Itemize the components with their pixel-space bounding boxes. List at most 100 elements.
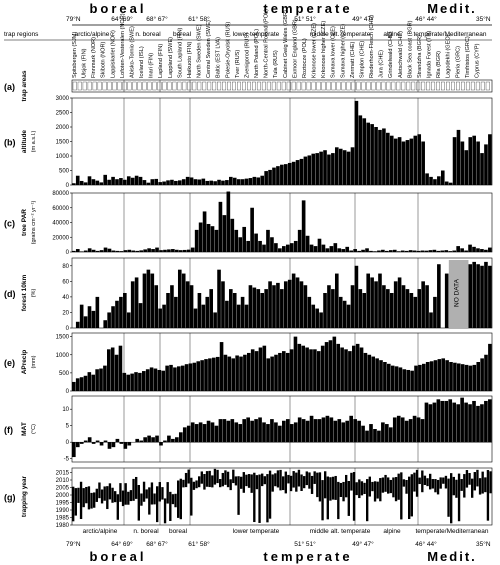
bar: [432, 402, 437, 443]
bar: [440, 250, 445, 252]
bar: [254, 233, 258, 252]
trapping-year-mark: [240, 476, 243, 489]
trap-area-marker: [242, 81, 246, 91]
y-tick-label: 60: [62, 279, 69, 285]
bar: [464, 250, 468, 252]
bar: [258, 417, 262, 443]
trapping-year-mark: [93, 492, 96, 508]
trap-area-marker: [172, 81, 177, 91]
bar: [328, 340, 333, 391]
biome-label-temperate: temperate: [263, 549, 352, 564]
bar: [484, 249, 488, 252]
bar: [280, 289, 284, 328]
site-name-label: Tula (RUS): [273, 50, 279, 78]
bar: [103, 174, 108, 185]
bar: [181, 273, 186, 328]
bar: [359, 347, 364, 391]
bar: [134, 372, 138, 391]
site-name-label: Iceland (ISL): [139, 46, 145, 78]
bar: [323, 150, 327, 185]
trap-area-marker: [286, 81, 291, 91]
y-tick-label: 0: [66, 250, 70, 256]
panel-letter: (b): [4, 138, 16, 148]
bar: [472, 261, 476, 328]
bar: [334, 273, 339, 328]
site-name-label: Cyprus (CYP): [474, 43, 480, 78]
bar: [392, 249, 397, 252]
trapping-year-mark: [163, 498, 167, 524]
bar: [260, 175, 265, 185]
bar: [387, 363, 391, 391]
site-name-label: Lappiskarlet (NOR): [110, 30, 116, 78]
bar: [270, 237, 274, 252]
trapping-year-mark: [292, 471, 295, 488]
bar: [167, 435, 171, 443]
bar: [169, 364, 173, 391]
bar: [464, 150, 469, 185]
bar: [355, 343, 360, 391]
bar: [166, 293, 170, 328]
bar: [436, 250, 441, 252]
site-name-label: North-Central Poland (POL): [264, 9, 270, 78]
bar: [266, 424, 270, 443]
bar: [72, 183, 76, 185]
bar: [254, 419, 258, 443]
trapping-year-mark: [266, 474, 269, 523]
bar: [480, 265, 484, 328]
trapping-year-mark: [329, 477, 332, 501]
trapping-year-mark: [282, 476, 285, 491]
bar: [315, 153, 319, 185]
site-name-label: Exmoor England (GBR): [292, 19, 298, 78]
bar: [270, 356, 274, 391]
trapping-year-mark: [321, 480, 324, 521]
bar: [408, 250, 413, 252]
bar: [452, 402, 457, 443]
bar: [194, 229, 199, 252]
bar: [147, 435, 151, 443]
y-tick-label: 1980: [56, 523, 70, 529]
latitude-tick-label: 79°N: [66, 15, 81, 23]
trapping-year-mark: [413, 472, 416, 492]
trapping-year-mark: [171, 494, 175, 505]
bar: [460, 248, 464, 252]
bar: [222, 419, 227, 443]
bar: [190, 247, 195, 252]
y-tick-label: 20000: [52, 235, 69, 241]
trapping-year-mark: [79, 481, 83, 520]
bar: [346, 304, 351, 328]
trapping-year-mark: [381, 477, 385, 493]
bar: [436, 399, 441, 443]
bar: [177, 180, 182, 185]
panel-frame: [71, 79, 493, 93]
trapping-year-mark: [255, 475, 259, 490]
bar: [170, 179, 174, 185]
bar: [283, 164, 288, 185]
bar: [186, 249, 191, 252]
bar: [381, 422, 385, 443]
trapping-year-mark: [142, 481, 146, 502]
bar: [357, 420, 361, 443]
bar: [234, 422, 239, 443]
bar: [142, 180, 147, 185]
bar: [408, 419, 413, 443]
bar: [221, 180, 225, 185]
trapping-year-mark: [153, 493, 156, 505]
trapping-year-mark: [334, 475, 337, 500]
bar: [377, 250, 381, 252]
bar: [218, 201, 223, 252]
bar: [437, 176, 441, 185]
bar: [327, 285, 331, 328]
region-label: middle alt. temperate: [310, 528, 371, 535]
trapping-year-mark: [394, 477, 398, 502]
site-name-label: Haikuoto (FIN): [187, 41, 193, 78]
trap-area-marker: [82, 81, 87, 91]
bar: [212, 357, 216, 391]
bar: [75, 249, 80, 252]
bar: [370, 124, 374, 185]
trapping-year-mark: [192, 481, 196, 490]
trapping-year-mark: [90, 492, 93, 509]
trapping-year-mark: [148, 487, 151, 515]
bar: [130, 373, 134, 391]
trapping-year-mark: [447, 478, 450, 517]
bar: [227, 356, 232, 391]
